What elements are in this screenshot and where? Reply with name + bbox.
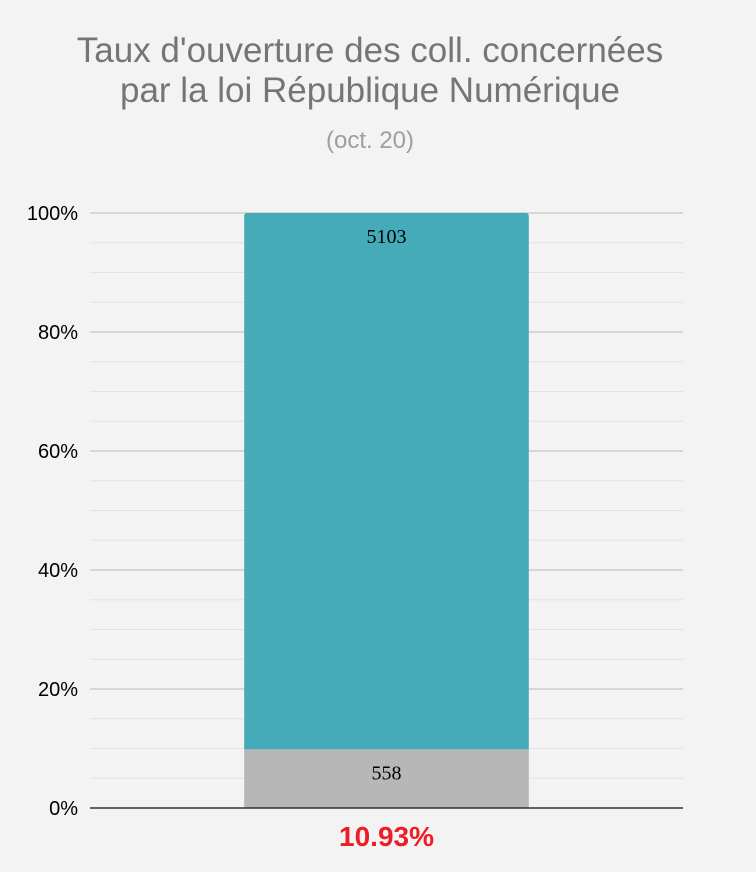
y-tick-label: 80% [38,322,78,344]
chart-title-line-1: Taux d'ouverture des coll. concernées [77,31,663,70]
y-tick-label: 40% [38,560,78,582]
chart-title-line-2: par la loi République Numérique [120,71,620,110]
chart-subtitle: (oct. 20) [326,127,414,154]
y-tick-label: 60% [38,441,78,463]
y-tick-label: 20% [38,679,78,701]
bars: 558 5103 [244,213,529,808]
x-axis-categories: 10.93% [339,821,434,852]
y-axis-ticks: 0% 20% 40% 60% 80% 100% [27,203,78,820]
bar-value-label: 5103 [367,226,407,248]
bar-value-label: 558 [372,762,402,784]
y-tick-label: 100% [27,203,78,225]
bar-segment-1 [244,749,529,808]
y-tick-label: 0% [49,798,78,820]
bar-segment-2 [244,213,529,750]
x-category-label: 10.93% [339,821,434,852]
